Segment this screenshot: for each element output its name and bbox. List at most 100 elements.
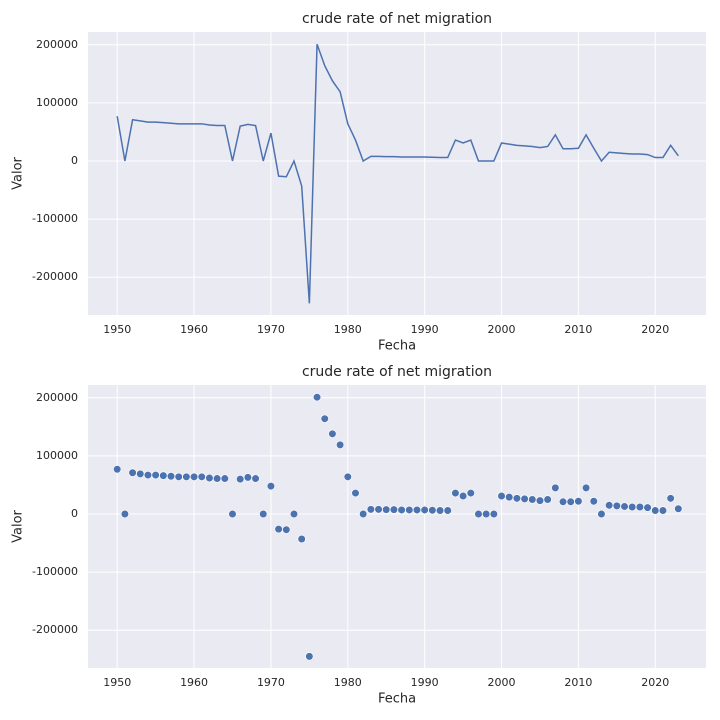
x-tick-label: 2020 [641, 323, 669, 336]
data-point [412, 505, 422, 515]
x-tick-label: 1980 [334, 323, 362, 336]
data-point [189, 472, 199, 481]
data-point [274, 525, 283, 534]
data-point [236, 475, 245, 484]
data-point [528, 495, 537, 504]
y-tick-label: 100000 [36, 96, 78, 109]
data-point [443, 506, 452, 515]
data-point [320, 414, 329, 423]
data-point [389, 505, 399, 514]
data-point [336, 440, 345, 449]
data-point [151, 470, 160, 480]
y-tick-label: 0 [71, 507, 78, 520]
chart-title: crude rate of net migration [302, 364, 492, 380]
data-line [116, 43, 679, 304]
data-point [174, 472, 183, 481]
data-point [551, 483, 560, 492]
data-point [297, 534, 306, 544]
data-point [213, 474, 222, 483]
plot-area [88, 32, 706, 315]
data-point [428, 506, 437, 515]
y-tick-label: 0 [71, 154, 78, 167]
x-tick-label: 1980 [334, 676, 362, 689]
data-point [612, 501, 621, 510]
data-point [128, 468, 137, 477]
data-point [312, 393, 322, 402]
data-point [466, 488, 475, 498]
data-point [374, 505, 383, 514]
data-point [505, 493, 514, 502]
data-point [558, 497, 568, 506]
data-point [143, 470, 153, 480]
data-point [497, 491, 506, 501]
data-point [658, 506, 668, 515]
data-point [605, 501, 614, 510]
data-point [420, 505, 429, 515]
data-point [366, 505, 375, 514]
data-point [643, 503, 652, 512]
chart-title: crude rate of net migration [302, 11, 492, 27]
data-point [635, 502, 644, 512]
data-point [359, 509, 368, 519]
x-axis-label: Fecha [378, 339, 416, 354]
x-tick-label: 2010 [564, 676, 592, 689]
plot-area [88, 385, 706, 668]
y-tick-label: -200000 [32, 623, 78, 636]
x-tick-label: 2020 [641, 676, 669, 689]
data-point [289, 509, 299, 519]
data-point [628, 502, 637, 512]
data-point [651, 506, 660, 515]
data-point [482, 509, 491, 519]
data-point [205, 473, 214, 483]
data-point [305, 652, 314, 661]
data-point [405, 505, 414, 515]
y-tick-label: 200000 [36, 391, 78, 404]
x-tick-label: 1990 [411, 323, 439, 336]
data-point [282, 525, 291, 534]
x-tick-label: 1950 [103, 323, 131, 336]
data-point [113, 465, 122, 474]
data-point [666, 494, 675, 503]
data-point [351, 488, 360, 498]
x-tick-label: 2010 [564, 323, 592, 336]
data-point [489, 509, 498, 519]
x-tick-label: 2000 [488, 323, 516, 336]
y-axis-label: Valor [11, 156, 26, 189]
data-point [220, 474, 229, 483]
data-point [597, 509, 606, 519]
data-point [197, 472, 206, 481]
y-tick-label: 100000 [36, 449, 78, 462]
x-axis-label: Fecha [378, 692, 416, 707]
data-point [459, 491, 468, 501]
y-tick-label: -200000 [32, 270, 78, 283]
y-tick-label: 200000 [36, 38, 78, 51]
x-tick-label: 1960 [180, 323, 208, 336]
y-axis-label: Valor [11, 509, 26, 542]
data-point [182, 472, 191, 481]
data-point [520, 494, 529, 503]
data-point [566, 497, 575, 506]
data-point [674, 504, 683, 513]
data-point [581, 483, 591, 492]
data-point [251, 474, 260, 483]
data-point [512, 494, 522, 503]
data-point [535, 496, 545, 505]
y-tick-label: -100000 [32, 565, 78, 578]
data-point [397, 505, 406, 515]
data-point [435, 506, 445, 515]
x-tick-label: 1970 [257, 323, 285, 336]
data-point [266, 482, 276, 491]
y-tick-label: -100000 [32, 212, 78, 225]
data-point [120, 509, 129, 519]
data-point [328, 429, 337, 438]
data-point [228, 509, 237, 519]
data-point [136, 469, 145, 479]
data-point [474, 509, 483, 519]
x-tick-label: 1970 [257, 676, 285, 689]
data-point [451, 488, 460, 498]
data-point [382, 505, 391, 514]
data-point [589, 497, 598, 506]
x-tick-label: 1960 [180, 676, 208, 689]
data-point [259, 509, 268, 519]
